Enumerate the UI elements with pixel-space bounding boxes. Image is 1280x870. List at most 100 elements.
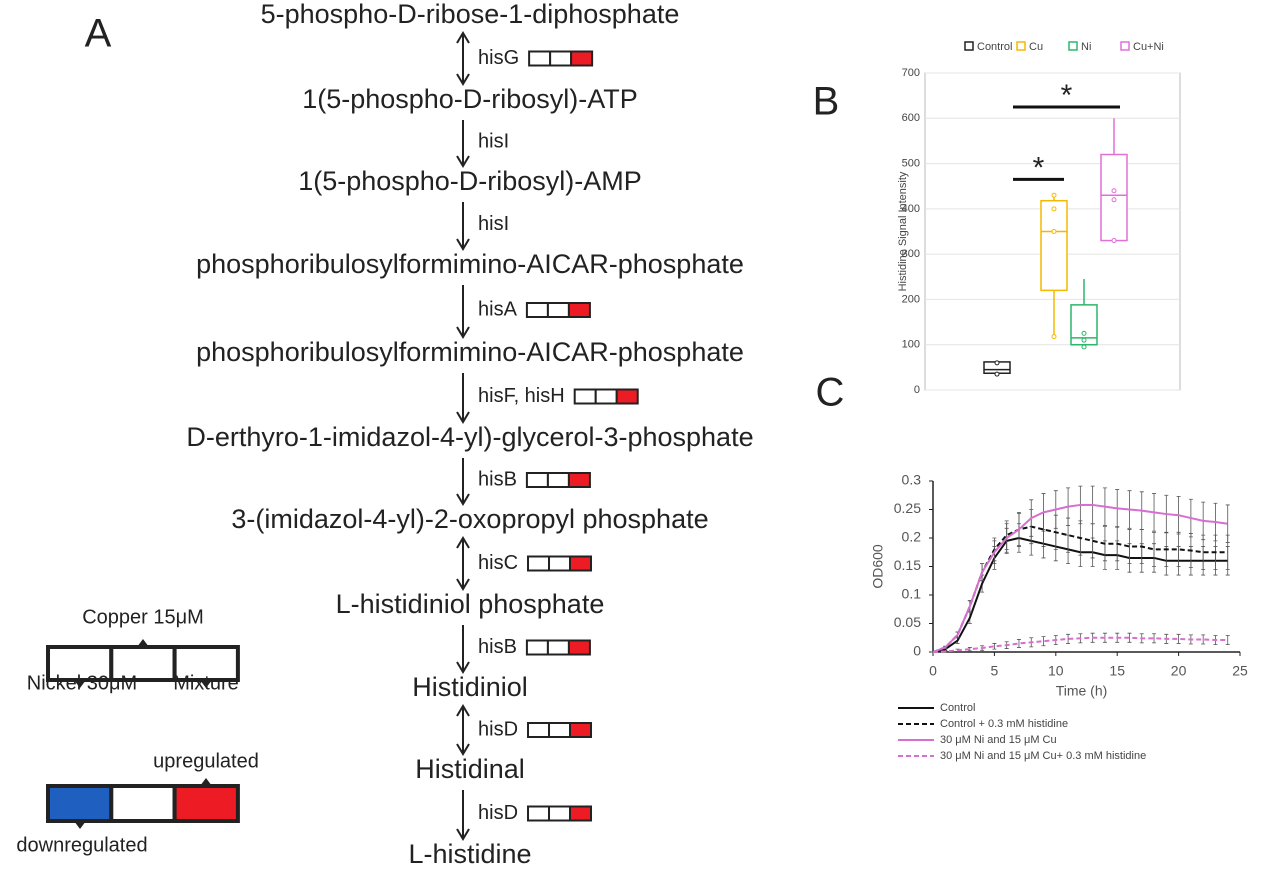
arrow-head — [456, 31, 470, 44]
data-point — [1111, 238, 1117, 244]
legend-label: Control — [940, 702, 975, 714]
legend-swatch — [1068, 41, 1078, 51]
expression-cell — [548, 555, 572, 572]
compound: L-histidine — [408, 839, 531, 869]
panel-label: A — [85, 12, 112, 56]
enzyme: hisA — [478, 298, 518, 320]
enzyme: hisD — [478, 718, 518, 740]
legend-label: Nickel 30μM — [27, 672, 137, 694]
y-axis-title: Histidine Signal Intensity — [897, 171, 909, 291]
data-point — [1051, 229, 1057, 234]
significance-label: * — [1061, 79, 1073, 112]
arrow-head — [456, 238, 470, 251]
x-axis-title: Time (h) — [1056, 683, 1108, 699]
data-point — [994, 371, 1000, 377]
legend-label: 30 μM Ni and 15 μM Cu — [940, 734, 1057, 746]
enzyme: hisF, hisH — [478, 385, 565, 407]
arrow-head — [456, 411, 470, 424]
y-tick-label: 600 — [902, 112, 920, 124]
enzyme: hisD — [478, 802, 518, 824]
x-tick-label: 15 — [1109, 663, 1125, 679]
expression-cell — [594, 388, 618, 405]
y-tick-label: 0.15 — [894, 557, 921, 573]
compound: phosphoribulosylformimino-AICAR-phosphat… — [196, 337, 744, 367]
legend-label: upregulated — [153, 750, 259, 772]
legend-swatch — [1120, 41, 1130, 51]
compound: Histidinal — [415, 754, 525, 784]
expression-cell — [567, 639, 591, 656]
legend-label: Control + 0.3 mM histidine — [940, 718, 1068, 730]
y-axis-title: OD600 — [870, 544, 886, 589]
y-tick-label: 0.25 — [894, 500, 921, 516]
data-point — [1051, 206, 1057, 212]
enzyme: hisC — [478, 552, 518, 574]
y-tick-label: 0.1 — [902, 586, 922, 602]
error-bar — [1127, 529, 1132, 565]
y-tick-label: 0.05 — [894, 614, 921, 630]
legend-label: 30 μM Ni and 15 μM Cu+ 0.3 mM histidine — [940, 750, 1146, 762]
arrow-head — [456, 536, 470, 549]
expression-cell — [573, 388, 597, 405]
legend-swatch — [964, 41, 974, 51]
expression-cell — [549, 50, 573, 67]
legend-label: Control — [977, 41, 1012, 53]
legend-pointer — [137, 639, 149, 647]
compound: L-histidiniol phosphate — [336, 589, 605, 619]
legend-cell — [172, 645, 240, 682]
enzyme: hisB — [478, 636, 517, 658]
legend-cell — [109, 645, 177, 682]
legend-swatch — [1016, 41, 1026, 51]
x-tick-label: 10 — [1048, 663, 1064, 679]
compound: 3-(imidazol-4-yl)-2-oxopropyl phosphate — [231, 504, 708, 534]
y-tick-label: 0 — [914, 384, 920, 396]
x-tick-label: 5 — [991, 663, 999, 679]
arrow-head — [456, 661, 470, 674]
data-point — [1051, 192, 1057, 198]
error-bar — [1201, 634, 1206, 645]
expression-cell — [546, 472, 570, 488]
series-line — [932, 503, 1228, 653]
legend-label: downregulated — [16, 834, 147, 856]
arrow-head — [456, 578, 470, 591]
expression-cell — [548, 805, 572, 822]
arrow-head — [456, 704, 470, 717]
scale-cell — [46, 784, 114, 823]
expression-cell — [546, 639, 570, 656]
scale-cell — [109, 784, 177, 823]
arrow-head — [456, 828, 470, 841]
legend-pointer — [74, 821, 86, 829]
enzyme: hisI — [478, 213, 509, 235]
expression-cell — [525, 302, 549, 318]
significance-label: * — [1033, 151, 1045, 184]
panel-label: B — [813, 80, 840, 124]
expression-cell — [527, 805, 551, 822]
compound: phosphoribulosylformimino-AICAR-phosphat… — [196, 249, 744, 279]
data-point — [1111, 188, 1117, 194]
legend-label: Copper 15μM — [82, 606, 204, 628]
y-tick-label: 200 — [902, 293, 920, 305]
arrow-head — [456, 493, 470, 506]
x-tick-label: 20 — [1171, 663, 1187, 679]
expression-cell — [527, 555, 551, 572]
data-point — [1111, 197, 1117, 203]
legend-pointer — [200, 680, 212, 688]
expression-cell — [567, 472, 591, 488]
arrow-head — [456, 743, 470, 756]
x-tick-label: 0 — [929, 663, 937, 679]
enzyme: hisB — [478, 468, 517, 490]
expression-cell — [546, 302, 570, 318]
data-point — [1051, 334, 1057, 340]
legend-label: Cu+Ni — [1133, 41, 1164, 53]
expression-cell — [548, 722, 572, 738]
expression-cell — [567, 302, 591, 318]
expression-cell — [569, 805, 593, 822]
expression-cell — [569, 555, 593, 572]
enzyme: hisG — [478, 47, 519, 69]
compound: 1(5-phospho-D-ribosyl)-ATP — [302, 84, 638, 114]
y-tick-label: 300 — [902, 248, 920, 260]
y-tick-label: 0.3 — [902, 472, 922, 488]
compound: 5-phospho-D-ribose-1-diphosphate — [261, 0, 680, 29]
y-tick-label: 500 — [902, 157, 920, 169]
error-bar — [1066, 633, 1071, 644]
